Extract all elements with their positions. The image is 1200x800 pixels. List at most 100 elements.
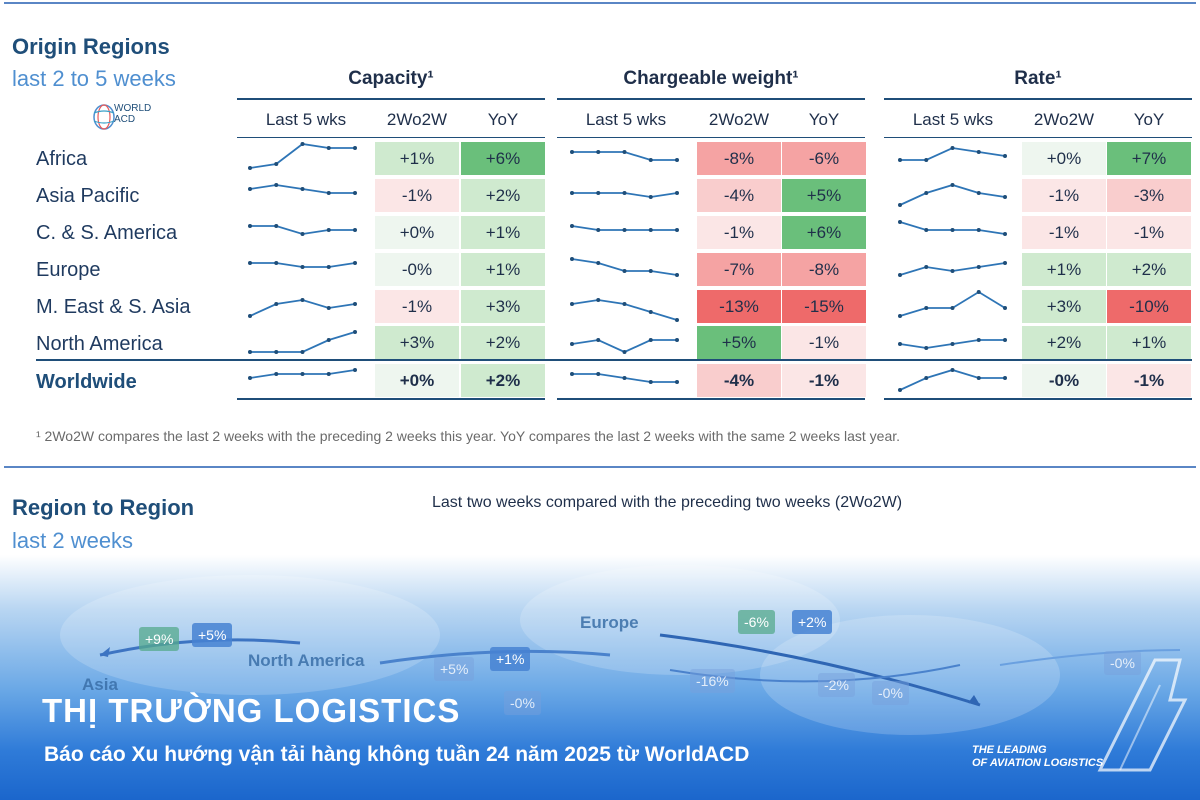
rate-yoy-cell: +7% <box>1107 142 1191 175</box>
weight-sparkline-point <box>622 269 627 273</box>
capacity-sparkline <box>250 331 356 353</box>
weight-sparkline-point <box>596 372 601 376</box>
rate-sparkline-point <box>976 265 981 269</box>
brand-line-1: THE LEADING <box>972 744 1047 756</box>
weight-sparkline-point <box>675 338 679 342</box>
capacity-sparkline-point <box>353 146 357 150</box>
rate-sparkline-point <box>1003 195 1007 199</box>
rate-sparkline-point <box>950 368 955 372</box>
weight-wow-cell: -4% <box>697 179 781 212</box>
weight-sparkline-point <box>675 318 679 322</box>
map-label-north-america: North America <box>248 651 365 670</box>
rate-sparkline <box>899 369 1005 391</box>
capacity-sparkline-point <box>274 224 279 228</box>
capacity-sparkline-point <box>248 350 252 354</box>
map-continent-shape <box>760 615 1060 735</box>
group-title-weight: Chargeable weight¹ <box>623 68 799 89</box>
weight-yoy-cell: -8% <box>782 253 866 286</box>
capacity-sparkline-point <box>353 302 357 306</box>
capacity-sparkline <box>249 299 356 317</box>
weight-sparkline-point <box>622 150 627 154</box>
route-tag: -6% <box>738 610 775 634</box>
weight-sparkline-point <box>675 380 679 384</box>
weight-yoy-cell: +6% <box>782 216 866 249</box>
weight-sparkline-point <box>648 269 653 273</box>
capacity-yoy-cell: +1% <box>461 253 545 286</box>
col-head-capacity-yoy: YoY <box>487 110 519 129</box>
brand-tagline: THE LEADING OF AVIATION LOGISTICS <box>972 744 1103 770</box>
group-title-capacity: Capacity¹ <box>348 68 434 89</box>
weight-sparkline-point <box>622 302 627 306</box>
col-head-capacity-wow: 2Wo2W <box>386 110 448 129</box>
col-head-capacity-last5: Last 5 wks <box>265 110 347 129</box>
page-subtitle: last 2 to 5 weeks <box>12 66 176 91</box>
rate-yoy-cell: -3% <box>1107 179 1191 212</box>
weight-yoy-cell: -1% <box>782 364 866 397</box>
rate-sparkline-point <box>898 314 902 318</box>
rate-wow-cell: +3% <box>1022 290 1106 323</box>
capacity-wow-cell: +3% <box>375 326 459 359</box>
rate-sparkline-point <box>898 388 902 392</box>
rate-sparkline-point <box>924 376 929 380</box>
weight-wow-cell: +5% <box>697 326 781 359</box>
rate-sparkline-point <box>976 228 981 232</box>
map-continent-shape <box>60 575 440 695</box>
capacity-sparkline-point <box>326 228 331 232</box>
promo-banner: Europe North America Asia +9% +5% +5% +1… <box>0 555 1200 800</box>
group-rule-weight <box>557 98 865 100</box>
rate-sparkline-point <box>1003 338 1007 342</box>
capacity-sparkline-point <box>300 142 305 146</box>
weight-sparkline-point <box>622 191 627 195</box>
rate-sparkline-point <box>898 203 902 207</box>
col-rule-capacity <box>237 137 545 138</box>
capacity-sparkline-point <box>248 166 252 170</box>
weight-sparkline-point <box>570 342 574 346</box>
weight-yoy-cell: -6% <box>782 142 866 175</box>
rate-yoy-cell: -10% <box>1107 290 1191 323</box>
capacity-sparkline-point <box>353 228 357 232</box>
rate-sparkline-point <box>924 191 929 195</box>
rate-wow-cell: -1% <box>1022 216 1106 249</box>
col-rule-rate <box>884 137 1192 138</box>
rate-yoy-cell: -1% <box>1107 216 1191 249</box>
capacity-wow-cell: -1% <box>375 179 459 212</box>
region-to-region-caption: Last two weeks compared with the precedi… <box>432 494 903 511</box>
capacity-sparkline-point <box>274 183 279 187</box>
rate-wow-cell: +1% <box>1022 253 1106 286</box>
capacity-yoy-cell: +2% <box>461 364 545 397</box>
capacity-sparkline-point <box>248 376 252 380</box>
capacity-sparkline-point <box>326 372 331 376</box>
brand-line-2: OF AVIATION LOGISTICS <box>972 757 1104 769</box>
route-tag: +5% <box>434 657 475 681</box>
capacity-sparkline-point <box>248 187 252 191</box>
rate-sparkline-point <box>1003 376 1007 380</box>
weight-yoy-cell: -1% <box>782 326 866 359</box>
region-label-worldwide: Worldwide <box>36 371 137 393</box>
weight-sparkline-point <box>570 224 574 228</box>
capacity-sparkline-point <box>326 338 331 342</box>
logo-line-2: ACD <box>114 114 136 125</box>
capacity-sparkline-point <box>353 261 357 265</box>
capacity-wow-cell: -0% <box>375 253 459 286</box>
logo-line-1: WORLD <box>114 103 152 114</box>
rate-sparkline-point <box>924 306 929 310</box>
capacity-sparkline-point <box>274 162 279 166</box>
route-tag: -16% <box>690 669 735 693</box>
route-tag: -0% <box>872 681 909 705</box>
weight-sparkline-point <box>675 273 679 277</box>
rate-sparkline-point <box>950 146 955 150</box>
weight-sparkline-point <box>648 158 653 162</box>
capacity-sparkline-point <box>326 306 331 310</box>
col-rule-weight <box>557 137 865 138</box>
capacity-sparkline-point <box>300 265 305 269</box>
table-bottom-capacity <box>237 398 545 400</box>
weight-sparkline-point <box>622 376 627 380</box>
rate-sparkline-point <box>976 290 981 294</box>
rate-yoy-cell: +1% <box>1107 326 1191 359</box>
rate-sparkline-point <box>924 265 929 269</box>
weight-sparkline-point <box>596 228 601 232</box>
capacity-sparkline-point <box>300 372 305 376</box>
sparkline-layer <box>248 142 1007 392</box>
capacity-yoy-cell: +3% <box>461 290 545 323</box>
rate-sparkline <box>899 290 1006 317</box>
